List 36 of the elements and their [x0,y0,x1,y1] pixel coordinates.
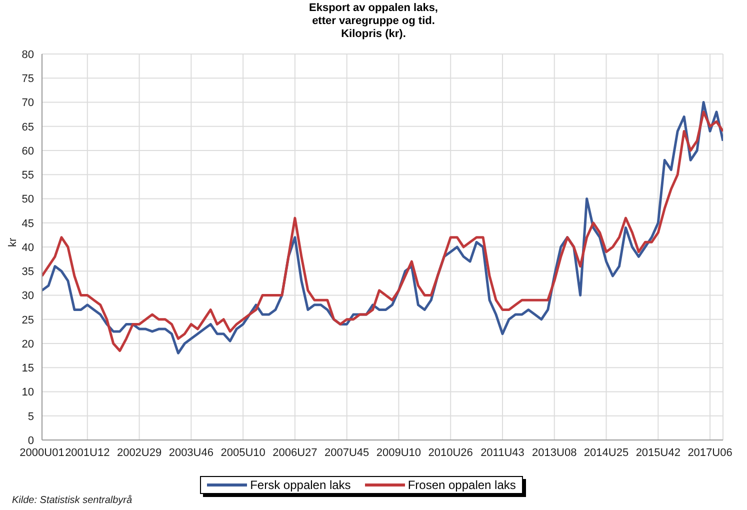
x-tick-label: 2011U43 [480,446,524,459]
x-tick-label: 2009U10 [376,446,422,459]
x-tick-label: 2017U06 [688,446,732,459]
legend-label: Frosen oppalen laks [406,478,516,492]
x-tick-label: 2007U45 [324,446,370,459]
y-tick-label: 75 [22,73,34,86]
y-tick-label: 10 [22,386,34,399]
y-tick-label: 80 [22,48,34,61]
legend-label: Fersk oppalen laks [249,478,351,492]
x-tick-label: 2006U27 [272,446,318,459]
y-tick-label: 15 [22,362,34,375]
y-tick-label: 60 [22,145,34,158]
y-axis-title: kr [6,238,19,247]
x-tick-label: 2013U08 [532,446,577,459]
y-tick-label: 30 [22,290,34,302]
x-tick-label: 2002U29 [116,446,162,459]
x-tick-label: 2010U26 [428,446,473,459]
y-tick-label: 25 [22,314,34,326]
y-tick-label: 20 [22,338,34,350]
x-tick-label: 2005U10 [220,446,266,459]
x-tick-label: 2001U12 [65,446,110,459]
x-tick-label: 2000U01 [20,446,64,459]
y-tick-label: 65 [22,121,34,134]
y-tick-label: 55 [22,170,34,182]
x-tick-label: 2003U46 [168,446,214,459]
y-tick-label: 5 [28,410,34,423]
text: Kilde: Statistisk sentralbyrå [12,495,132,506]
x-tick-label: 2015U42 [636,446,680,459]
y-tick-label: 50 [22,194,34,206]
y-tick-label: 45 [22,218,34,230]
y-tick-label: 35 [22,266,34,278]
x-tick-label: 2014U25 [584,446,629,459]
y-tick-label: 0 [28,434,34,447]
chart-title: Eksport av oppalen laks, etter varegruppe og tid. Kilopris (kr). [308,2,439,41]
y-tick-label: 70 [22,97,34,110]
y-tick-label: 40 [22,242,34,254]
